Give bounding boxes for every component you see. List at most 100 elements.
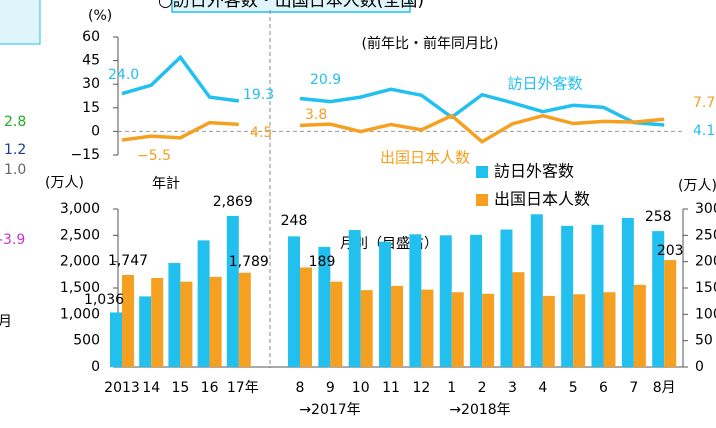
y2-tick-label: 50 [695, 333, 713, 349]
y2-tick-label: 100 [695, 306, 716, 322]
legend-swatch [476, 166, 488, 178]
y-tick-label: 500 [73, 333, 100, 349]
bar [209, 276, 222, 367]
bar [360, 290, 373, 367]
subtitle: (前年比・前年同月比) [362, 35, 499, 52]
fragment: 2.8 [4, 114, 26, 130]
bar [151, 277, 164, 367]
bar [168, 263, 181, 367]
x-tick-label: 9 [326, 380, 335, 396]
y-tick-label: 3,000 [60, 201, 100, 217]
annotation: 年計 [152, 176, 180, 192]
y2-tick-label: 150 [695, 280, 716, 296]
y-tick-label: 15 [82, 100, 100, 116]
x-tick-label: 12 [412, 380, 430, 396]
bar [300, 267, 312, 367]
y-tick-label: 1,000 [60, 306, 100, 322]
bar [139, 296, 152, 367]
x-tick-label: 14 [142, 380, 160, 396]
x-tick-label: 5 [569, 380, 578, 396]
data-label: 20.9 [310, 72, 341, 88]
data-label: 203 [657, 243, 684, 259]
line [121, 120, 239, 142]
side-box [0, 0, 41, 45]
line [299, 113, 665, 144]
y2-tick-label: 300 [695, 201, 716, 217]
bar [330, 281, 343, 367]
y-axis-label: (%) [88, 8, 112, 24]
legend-swatch [476, 194, 488, 206]
bar [591, 224, 604, 367]
x-tick-label: 3 [508, 380, 517, 396]
bar [348, 230, 361, 367]
data-label: 7.7 [693, 95, 715, 111]
bar [561, 225, 574, 367]
fragment: 月 [0, 314, 12, 330]
bar [451, 292, 464, 367]
data-label: 1,036 [84, 292, 124, 308]
bar [180, 281, 193, 367]
fragment: 1.0 [4, 162, 26, 178]
bar [226, 215, 239, 367]
bar [482, 293, 495, 367]
y-tick-label: 2,500 [60, 227, 100, 243]
legend-label: 訪日外客数 [494, 162, 574, 181]
title-box [171, 0, 411, 13]
legend-label: 出国日本人数 [494, 190, 590, 209]
data-label: 2,869 [213, 194, 253, 210]
data-label: 4.5 [250, 125, 272, 141]
bar [238, 272, 251, 367]
bar [621, 217, 634, 367]
chart-title: ○訪日外客数・出国日本人数(全国) [158, 0, 424, 11]
category-note: →2018年 [449, 402, 510, 418]
y-axis-label: (万人) [45, 175, 84, 191]
line [299, 87, 665, 127]
fragment: -3.9 [0, 232, 25, 248]
bar [603, 292, 616, 367]
y2-tick-label: 250 [695, 227, 716, 243]
line [121, 54, 240, 103]
data-label: 258 [645, 209, 672, 225]
bar [652, 231, 665, 367]
data-label: 1,747 [108, 253, 148, 269]
data-label: 19.3 [243, 87, 274, 103]
x-tick-label: 6 [599, 380, 608, 396]
data-label: 1,789 [229, 254, 269, 270]
y-tick-label: 0 [91, 123, 100, 139]
bar [573, 294, 586, 367]
bar [470, 234, 483, 367]
bar [633, 284, 646, 367]
series-label: 出国日本人数 [380, 149, 470, 167]
x-tick-label: 17年 [227, 380, 259, 396]
x-tick-label: 8月 [653, 380, 676, 396]
y-tick-label: 60 [82, 29, 100, 45]
x-tick-label: 1 [447, 380, 456, 396]
y-tick-label: −15 [70, 147, 100, 163]
x-tick-label: 16 [201, 380, 219, 396]
bar [391, 285, 404, 367]
y-tick-label: 30 [82, 76, 100, 92]
y2-tick-label: 200 [695, 254, 716, 270]
y2-axis-label: (万人) [678, 178, 716, 194]
x-tick-label: 7 [629, 380, 638, 396]
y-tick-label: 2,000 [60, 254, 100, 270]
bar [664, 260, 677, 367]
bar [530, 214, 543, 367]
bar [122, 274, 134, 367]
bar [439, 235, 452, 367]
bar [421, 289, 434, 367]
series-label: 訪日外客数 [507, 75, 582, 93]
x-tick-label: 2013 [104, 380, 140, 396]
bar [318, 246, 331, 367]
category-note: →2017年 [299, 402, 360, 418]
data-label: 189 [309, 254, 336, 270]
x-tick-label: 15 [171, 380, 189, 396]
data-label: 3.8 [305, 107, 327, 123]
bar [512, 272, 525, 367]
x-tick-label: 11 [382, 380, 400, 396]
x-tick-label: 2 [478, 380, 487, 396]
y-tick-label: 45 [82, 53, 100, 69]
data-label: 4.1 [693, 123, 715, 139]
bar [110, 312, 122, 367]
